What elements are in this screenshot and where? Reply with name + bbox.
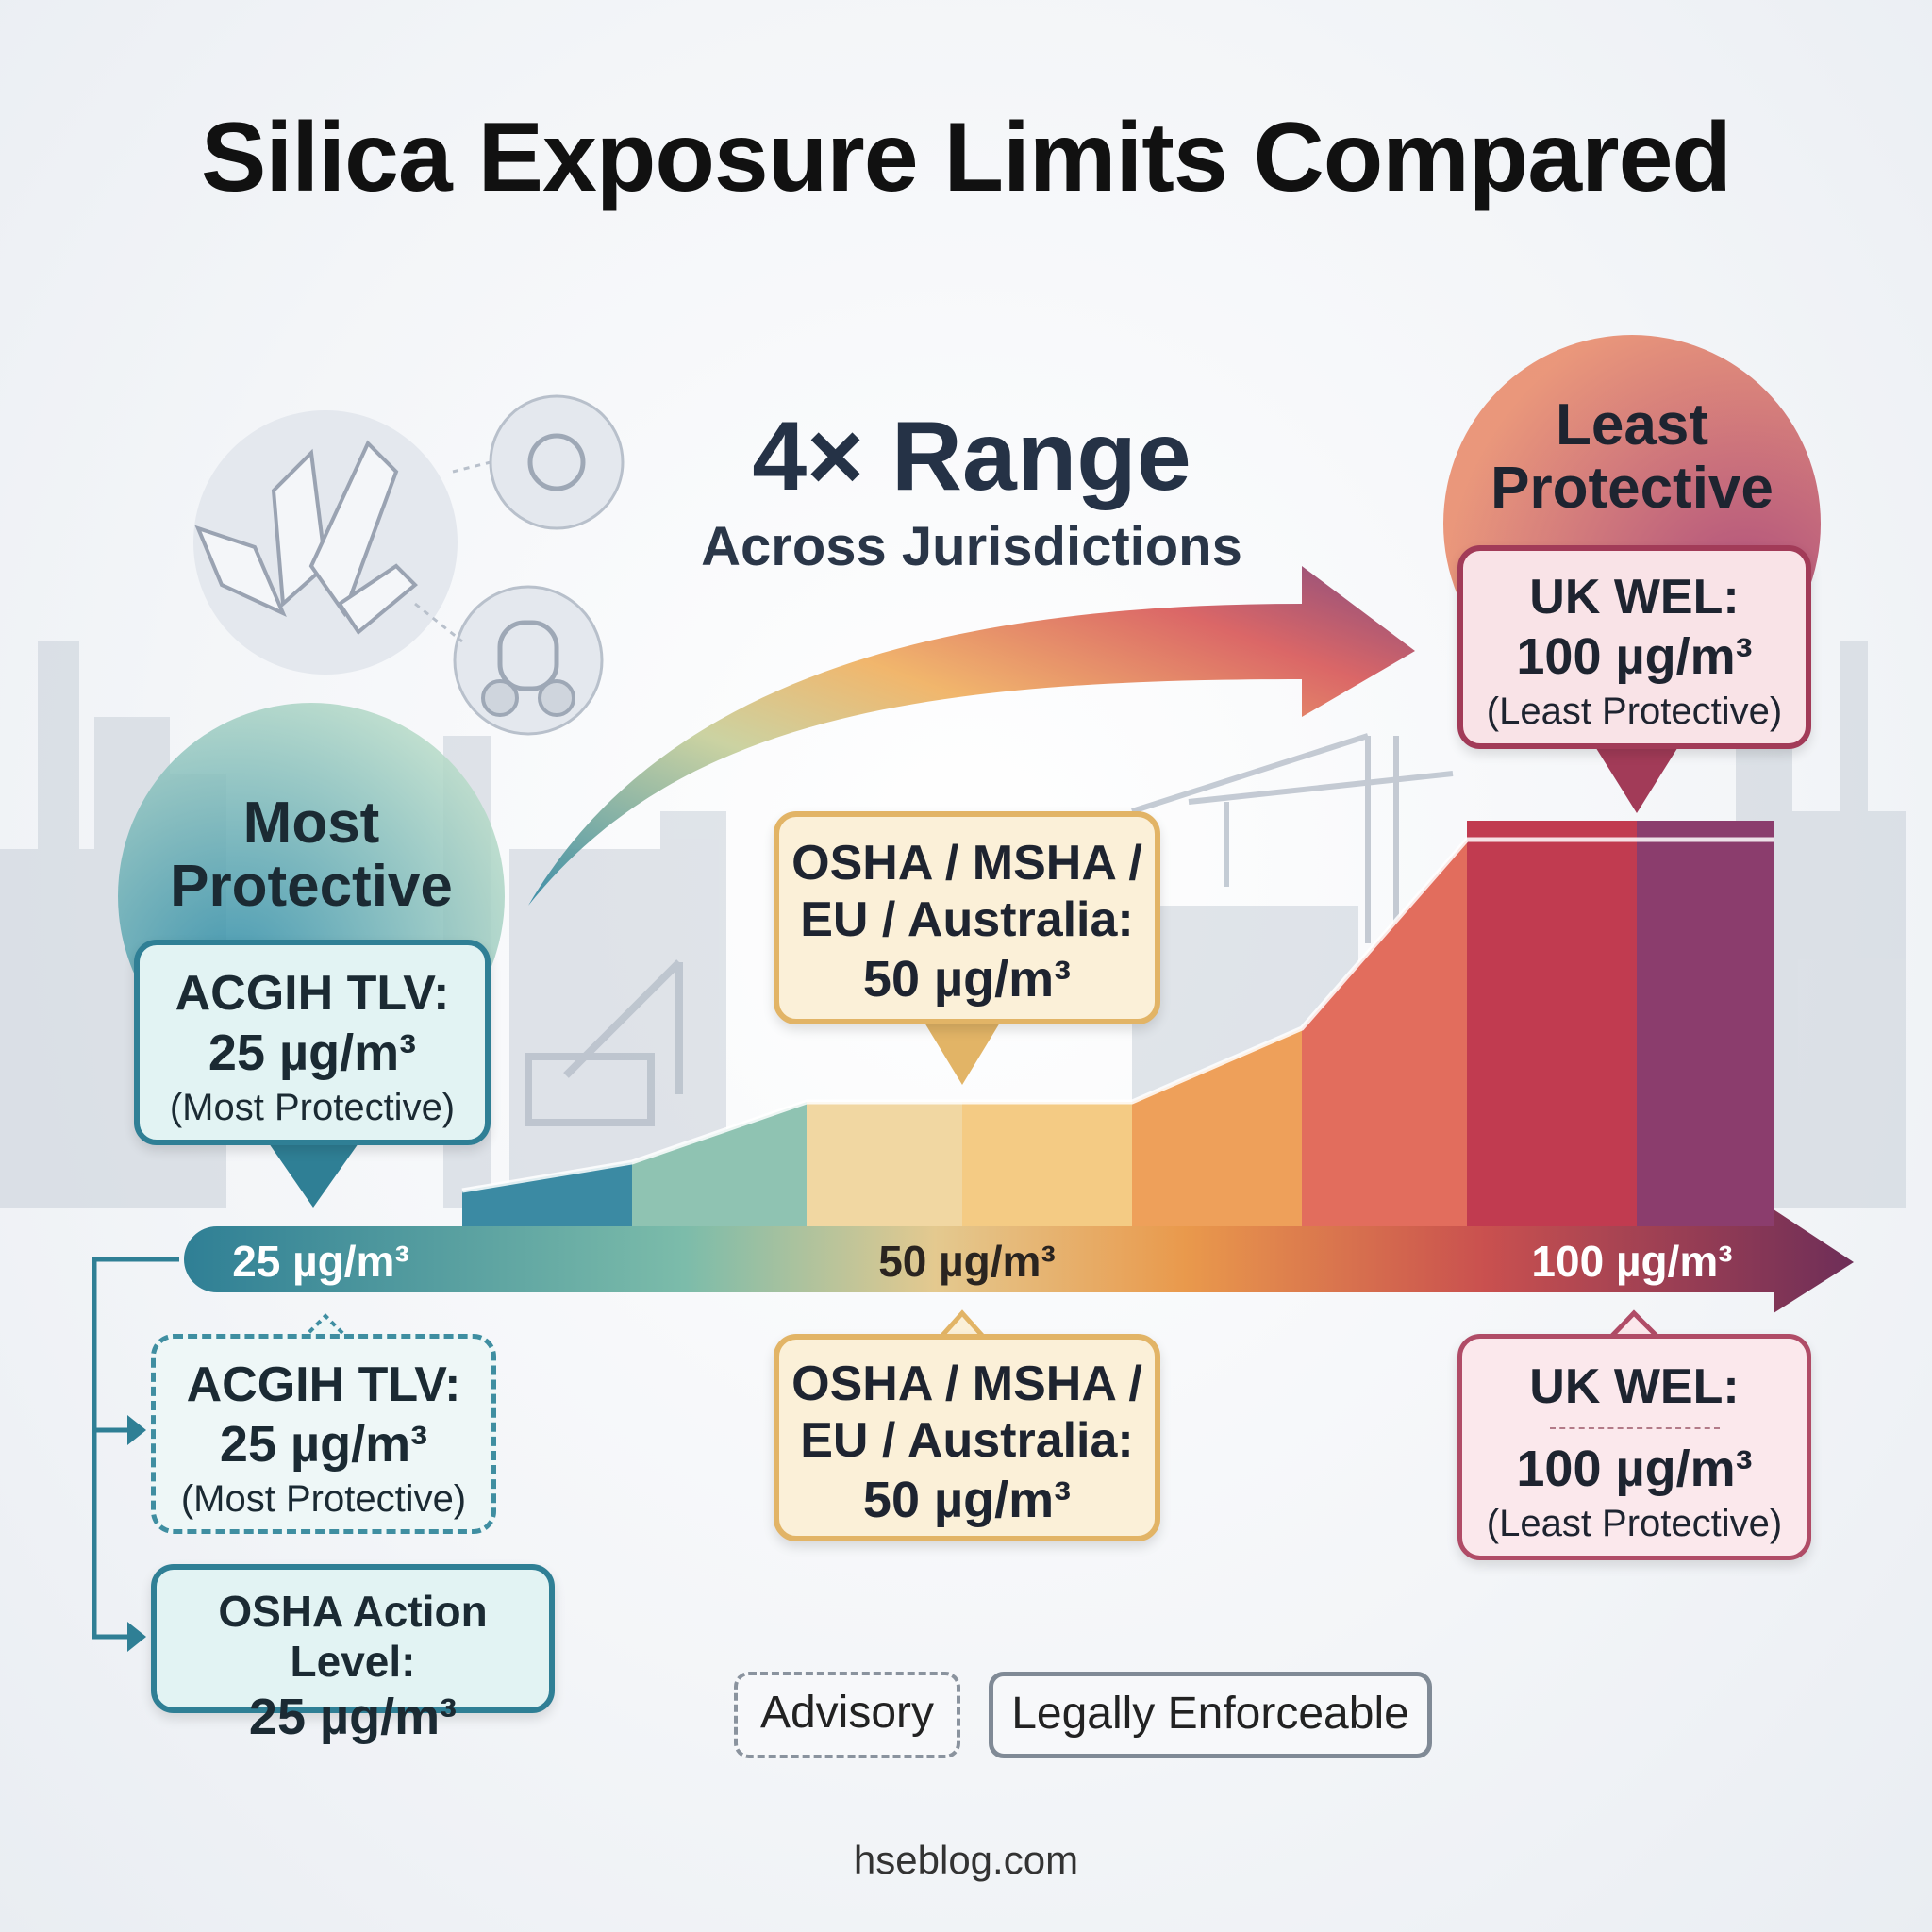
axis-label-100: 100 µg/m³ <box>1531 1237 1733 1286</box>
bracket-connector <box>92 1257 179 1640</box>
divider <box>1549 1426 1720 1429</box>
uk-card-name: UK WEL: <box>1529 570 1740 625</box>
uk-pointer <box>1594 745 1679 813</box>
legend-advisory: Advisory <box>734 1672 960 1758</box>
osha-action-level-card: OSHA Action Level: 25 µg/m³ <box>151 1564 555 1745</box>
osha-msha-eu-card: OSHA / MSHA / EU / Australia: 50 µg/m³ <box>774 811 1160 1024</box>
osha-card-value: 50 µg/m³ <box>862 950 1072 1008</box>
acgih-advisory-card: ACGIH TLV: 25 µg/m³ (Most Protective) <box>151 1334 496 1534</box>
osha-msha-eu-lower-card: OSHA / MSHA / EU / Australia: 50 µg/m³ <box>774 1334 1160 1541</box>
middle-pointer <box>924 1023 1000 1085</box>
uk-card-value: 100 µg/m³ <box>1516 627 1753 685</box>
most-protective-heading: Most Protective <box>170 791 453 919</box>
axis-label-50: 50 µg/m³ <box>878 1237 1056 1286</box>
limit-staircase <box>461 821 1774 1226</box>
axis-label-25: 25 µg/m³ <box>232 1237 409 1286</box>
page-title: Silica Exposure Limits Compared <box>201 103 1732 212</box>
range-arrow <box>528 566 1415 906</box>
acgih-card: ACGIH TLV: 25 µg/m³ (Most Protective) <box>134 940 491 1145</box>
range-headline: 4× Range <box>752 402 1191 511</box>
acgih-card-name: ACGIH TLV: <box>175 966 450 1021</box>
acgih-pointer <box>269 1143 358 1208</box>
virus-icon <box>489 394 625 530</box>
uk-card-note: (Least Protective) <box>1486 690 1783 732</box>
respirator-icon <box>453 585 604 736</box>
uk-wel-lower-card: UK WEL: 100 µg/m³ (Least Protective) <box>1457 1334 1811 1560</box>
uk-wel-card: UK WEL: 100 µg/m³ (Least Protective) <box>1457 545 1811 749</box>
exposure-axis <box>184 1209 1854 1313</box>
footer-source: hseblog.com <box>853 1838 1079 1882</box>
least-protective-heading: Least Protective <box>1491 392 1774 521</box>
range-subheadline: Across Jurisdictions <box>701 516 1242 577</box>
acgih-card-value: 25 µg/m³ <box>208 1024 417 1081</box>
acgih-card-note: (Most Protective) <box>169 1086 456 1128</box>
legend-enforceable: Legally Enforceable <box>989 1672 1432 1758</box>
